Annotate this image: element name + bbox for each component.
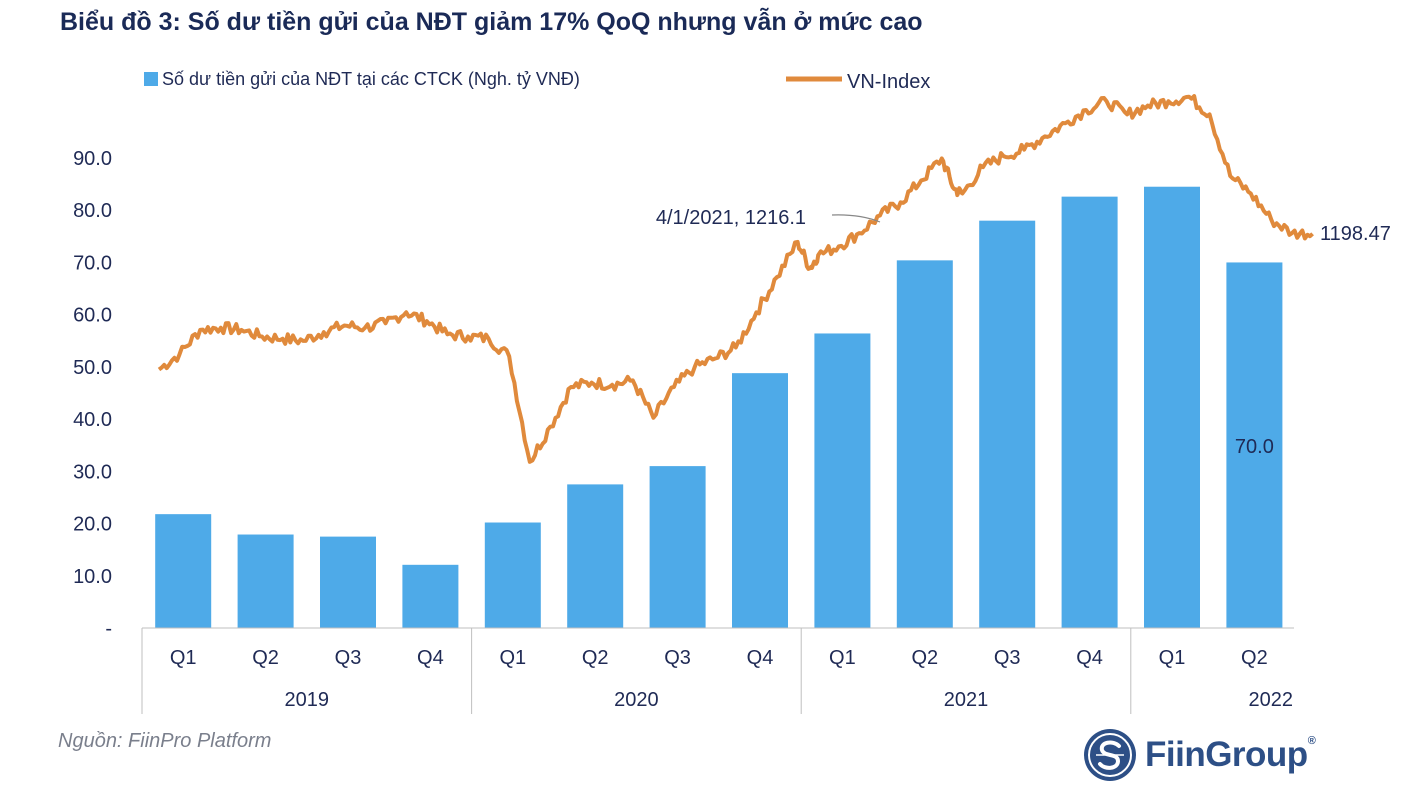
- bar: [155, 514, 212, 628]
- x-tick-label: Q1: [499, 647, 526, 669]
- x-tick-label: Q4: [747, 647, 774, 669]
- source-note: Nguồn: FiinPro Platform: [58, 730, 272, 752]
- y-tick-label: 30.0: [73, 461, 112, 483]
- y-tick-label: 20.0: [73, 514, 112, 536]
- legend-bar-swatch: [144, 72, 158, 86]
- x-tick-label: Q4: [1076, 647, 1103, 669]
- fiingroup-logo: FiinGroup®: [1083, 727, 1316, 783]
- vn-index-line: [157, 94, 1314, 464]
- year-label: 2021: [944, 689, 989, 711]
- bar-series: [155, 186, 1283, 628]
- x-tick-label: Q2: [582, 647, 609, 669]
- x-tick-label: Q2: [1241, 647, 1268, 669]
- bar: [402, 564, 459, 628]
- bar: [567, 484, 624, 628]
- bar: [649, 466, 706, 628]
- bar: [814, 333, 871, 628]
- x-tick-label: Q2: [911, 647, 938, 669]
- annotation-bar-value: 70.0: [1235, 436, 1274, 458]
- x-tick-label: Q4: [417, 647, 444, 669]
- x-tick-label: Q3: [664, 647, 691, 669]
- legend-bar-label: Số dư tiền gửi của NĐT tại các CTCK (Ngh…: [162, 69, 580, 89]
- year-label: 2019: [285, 689, 330, 711]
- bar: [896, 260, 953, 628]
- annotation-4-1-2021: 4/1/2021, 1216.1: [656, 207, 806, 229]
- bar: [237, 534, 294, 628]
- annotation-leader-line: [831, 214, 881, 223]
- y-tick-label: 80.0: [73, 200, 112, 222]
- y-tick-label: 10.0: [73, 566, 112, 588]
- y-axis: - 10.0 20.0 30.0 40.0 50.0 60.0 70.0 80.0 90.0: [73, 148, 112, 640]
- legend-line-label: VN-Index: [847, 71, 930, 93]
- bar: [1226, 262, 1283, 628]
- y-tick-label: 70.0: [73, 252, 112, 274]
- x-tick-label: Q3: [335, 647, 362, 669]
- x-tick-label: Q1: [829, 647, 856, 669]
- bar: [484, 522, 541, 628]
- x-axis: Q1 Q2 Q3 Q4 Q1 Q2 Q3 Q4 Q1 Q2 Q3 Q4 Q1 Q2 2019 2020 2021…: [141, 627, 1294, 714]
- annotations: 4/1/2021, 1216.1 1198.47 70.0: [656, 207, 1391, 458]
- y-tick-label: 50.0: [73, 357, 112, 379]
- bar: [1144, 186, 1200, 628]
- y-tick-label: -: [105, 618, 112, 640]
- x-tick-label: Q3: [994, 647, 1021, 669]
- x-tick-label: Q1: [170, 647, 197, 669]
- year-label: 2020: [614, 689, 659, 711]
- logo-wordmark: FiinGroup®: [1145, 735, 1316, 774]
- line-series: [157, 94, 1314, 464]
- x-tick-label: Q2: [252, 647, 279, 669]
- y-tick-label: 60.0: [73, 305, 112, 327]
- bar: [979, 220, 1036, 628]
- x-tick-label: Q1: [1159, 647, 1186, 669]
- bar: [732, 373, 788, 628]
- year-label: 2022: [1249, 689, 1294, 711]
- fiingroup-logo-icon: [1084, 729, 1136, 781]
- bar: [1061, 196, 1118, 628]
- annotation-last-vn-index: 1198.47: [1320, 223, 1391, 245]
- legend: Số dư tiền gửi của NĐT tại các CTCK (Ngh…: [144, 69, 930, 93]
- y-tick-label: 40.0: [73, 409, 112, 431]
- bar: [320, 536, 376, 628]
- chart-title: Biểu đồ 3: Số dư tiền gửi của NĐT giảm 1…: [60, 8, 923, 36]
- y-tick-label: 90.0: [73, 148, 112, 170]
